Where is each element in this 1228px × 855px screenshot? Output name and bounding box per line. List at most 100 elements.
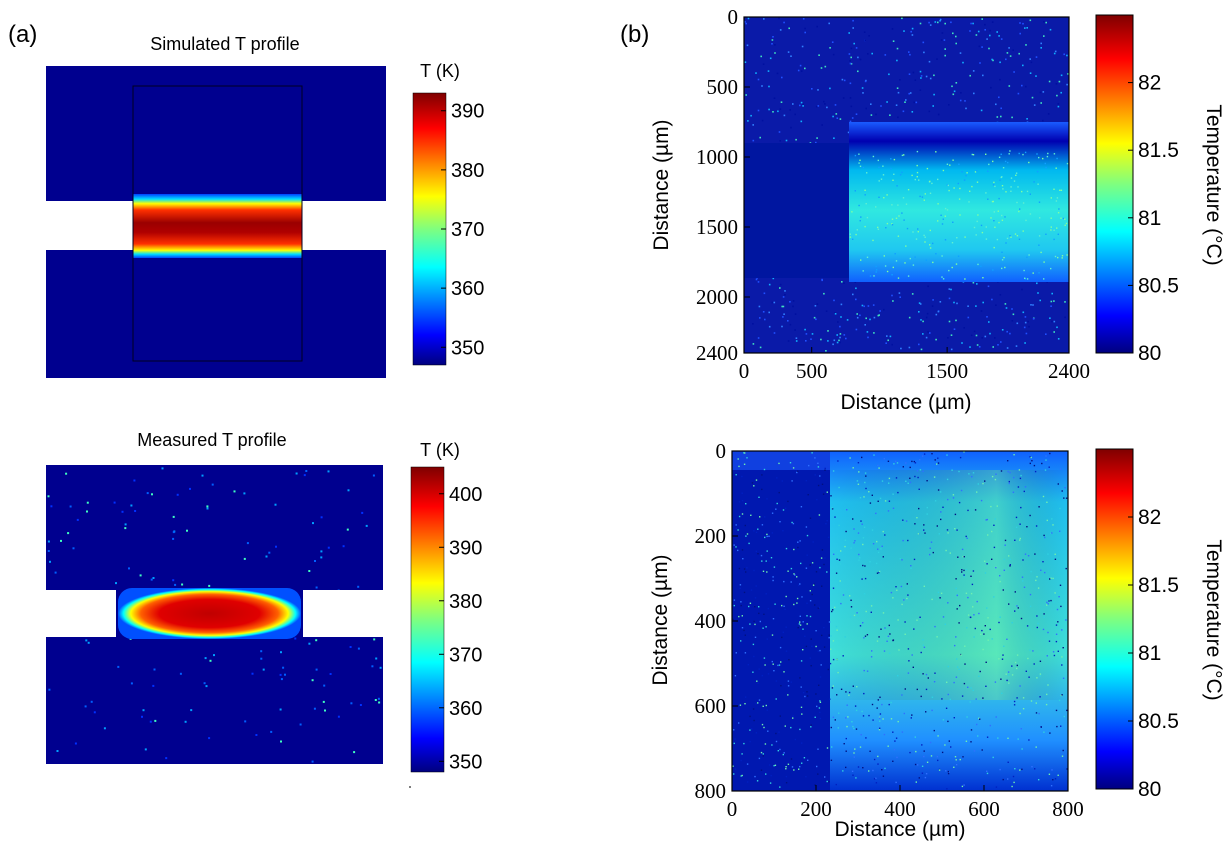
b-top-colorbar-tick-label: 81.5 bbox=[1138, 139, 1179, 162]
noise-speck bbox=[871, 703, 874, 706]
noise-speck bbox=[887, 460, 890, 462]
noise-speck bbox=[882, 174, 885, 176]
noise-speck bbox=[189, 487, 191, 490]
noise-speck bbox=[771, 39, 774, 41]
noise-speck bbox=[870, 611, 872, 613]
noise-speck bbox=[966, 716, 968, 718]
noise-speck bbox=[908, 660, 910, 662]
noise-speck bbox=[1002, 167, 1005, 169]
noise-speck bbox=[1012, 49, 1014, 51]
noise-speck bbox=[1003, 569, 1005, 571]
noise-speck bbox=[965, 535, 967, 538]
noise-speck bbox=[957, 255, 960, 257]
noise-speck bbox=[794, 313, 797, 315]
noise-speck bbox=[790, 681, 792, 683]
noise-speck bbox=[753, 655, 755, 658]
noise-speck bbox=[845, 766, 847, 769]
b-bottom-ytick-label: 800 bbox=[695, 779, 727, 803]
noise-speck bbox=[1044, 536, 1046, 539]
noise-speck bbox=[1016, 667, 1018, 670]
noise-speck bbox=[999, 616, 1001, 618]
noise-speck bbox=[963, 682, 966, 685]
noise-speck bbox=[935, 253, 937, 255]
noise-speck bbox=[877, 464, 879, 467]
noise-speck bbox=[852, 685, 854, 687]
noise-speck bbox=[985, 226, 987, 228]
noise-speck bbox=[779, 748, 781, 751]
noise-speck bbox=[859, 220, 861, 222]
noise-speck bbox=[1029, 456, 1031, 458]
noise-speck bbox=[955, 263, 958, 265]
noise-speck bbox=[1043, 35, 1045, 37]
noise-speck bbox=[1040, 569, 1042, 571]
noise-speck bbox=[201, 474, 204, 477]
noise-speck bbox=[308, 642, 311, 645]
noise-speck bbox=[994, 226, 996, 228]
noise-speck bbox=[947, 772, 950, 775]
b-top-colorbar-tick-label: 81 bbox=[1138, 207, 1161, 230]
noise-speck bbox=[791, 480, 793, 482]
noise-speck bbox=[895, 104, 898, 106]
noise-speck bbox=[243, 492, 246, 495]
noise-speck bbox=[1052, 779, 1054, 781]
noise-speck bbox=[907, 539, 909, 542]
noise-speck bbox=[986, 518, 988, 521]
noise-speck bbox=[980, 109, 983, 112]
noise-speck bbox=[978, 45, 981, 48]
noise-speck bbox=[911, 460, 913, 463]
noise-speck bbox=[936, 525, 938, 527]
simulated-sample-outline bbox=[132, 85, 303, 362]
noise-speck bbox=[882, 612, 885, 614]
noise-speck bbox=[270, 730, 273, 733]
noise-speck bbox=[967, 614, 970, 616]
noise-speck bbox=[919, 469, 922, 471]
noise-speck bbox=[992, 184, 995, 186]
b-bottom-colorbar-tick-label: 80 bbox=[1138, 778, 1161, 801]
noise-speck bbox=[924, 193, 926, 195]
noise-speck bbox=[203, 682, 206, 685]
noise-speck bbox=[836, 117, 839, 119]
noise-speck bbox=[1009, 235, 1011, 237]
noise-speck bbox=[916, 688, 918, 691]
noise-speck bbox=[753, 530, 755, 532]
noise-speck bbox=[857, 56, 859, 59]
noise-speck bbox=[922, 41, 925, 44]
noise-speck bbox=[948, 269, 950, 272]
noise-speck bbox=[872, 155, 875, 158]
noise-speck bbox=[839, 563, 842, 565]
noise-speck bbox=[876, 572, 879, 574]
noise-speck bbox=[834, 719, 836, 721]
noise-speck bbox=[801, 45, 804, 48]
noise-speck bbox=[824, 557, 826, 559]
noise-speck bbox=[757, 553, 759, 555]
noise-speck bbox=[998, 658, 1000, 660]
noise-speck bbox=[849, 236, 852, 238]
noise-speck bbox=[939, 597, 941, 599]
noise-speck bbox=[821, 585, 823, 587]
noise-speck bbox=[855, 728, 858, 730]
noise-speck bbox=[977, 735, 979, 737]
noise-speck bbox=[939, 18, 942, 21]
noise-speck bbox=[851, 721, 853, 723]
noise-speck bbox=[980, 499, 983, 502]
noise-speck bbox=[970, 592, 973, 595]
noise-speck bbox=[967, 509, 969, 512]
noise-speck bbox=[1038, 712, 1040, 715]
noise-speck bbox=[888, 703, 890, 706]
noise-speck bbox=[915, 101, 918, 104]
noise-speck bbox=[1056, 227, 1058, 229]
noise-speck bbox=[866, 172, 868, 174]
noise-speck bbox=[817, 484, 820, 487]
b-bottom-xtick-label: 800 bbox=[1052, 797, 1084, 821]
noise-speck bbox=[1030, 61, 1033, 64]
noise-speck bbox=[763, 726, 765, 729]
noise-speck bbox=[1040, 42, 1042, 45]
noise-speck bbox=[922, 673, 924, 675]
noise-speck bbox=[1019, 32, 1021, 35]
noise-speck bbox=[996, 505, 998, 507]
noise-speck bbox=[881, 545, 883, 547]
noise-speck bbox=[810, 665, 812, 667]
noise-speck bbox=[1008, 47, 1010, 49]
noise-speck bbox=[357, 647, 360, 650]
noise-speck bbox=[790, 726, 792, 729]
